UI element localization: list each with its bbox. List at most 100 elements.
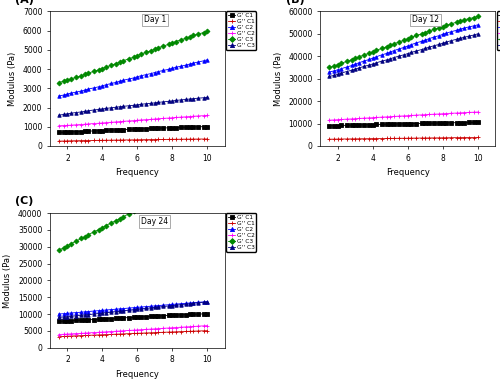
Line: G'' C1: G'' C1 (57, 329, 209, 338)
G'' C1 (356, 136, 362, 141)
G' C1 (131, 127, 137, 131)
G'' C1 (471, 135, 477, 140)
G' C3 (344, 59, 349, 64)
G' C3 (404, 37, 410, 41)
G' C3 (100, 66, 105, 71)
G' C1 (204, 124, 210, 129)
G' C3 (82, 72, 88, 77)
G'' C2 (332, 118, 338, 122)
G'' C2 (190, 114, 196, 118)
G' C3 (474, 14, 480, 19)
G' C3 (78, 73, 84, 78)
G'' C2 (160, 116, 166, 121)
G'' C3 (396, 54, 402, 58)
G' C3 (169, 40, 175, 45)
G' C3 (349, 57, 355, 62)
G'' C1 (96, 333, 102, 337)
G' C3 (68, 77, 74, 81)
G'' C3 (352, 67, 358, 71)
G'' C3 (64, 112, 70, 116)
G' C3 (196, 32, 202, 36)
G' C2 (443, 31, 449, 36)
G'' C2 (196, 324, 202, 329)
G' C2 (204, 299, 210, 304)
G'' C2 (73, 123, 79, 127)
G'' C3 (169, 99, 175, 103)
G' C1 (378, 122, 384, 127)
G' C2 (335, 68, 341, 72)
G' C3 (64, 243, 70, 248)
G'' C2 (108, 120, 114, 125)
G'' C3 (100, 107, 105, 111)
G'' C2 (86, 121, 91, 126)
G' C3 (454, 20, 460, 24)
G'' C3 (152, 305, 158, 310)
G'' C3 (148, 101, 154, 105)
G'' C1 (61, 139, 67, 143)
G'' C2 (384, 115, 390, 119)
G' C2 (391, 49, 397, 53)
G'' C1 (90, 138, 96, 143)
Line: G' C1: G' C1 (57, 125, 209, 134)
G' C2 (186, 301, 192, 305)
G' C2 (86, 87, 91, 91)
G'' C1 (90, 333, 96, 337)
G' C3 (200, 30, 206, 35)
G'' C2 (160, 326, 166, 330)
G' C2 (169, 302, 175, 307)
G'' C2 (78, 331, 84, 336)
G'' C1 (68, 334, 74, 338)
G'' C2 (402, 113, 407, 118)
G' C3 (86, 232, 91, 237)
G'' C2 (114, 120, 119, 124)
G'' C3 (86, 312, 91, 317)
G' C1 (68, 319, 74, 323)
G'' C3 (131, 103, 137, 108)
G'' C2 (103, 120, 109, 125)
G' C3 (378, 46, 384, 51)
G'' C1 (169, 330, 175, 334)
G'' C3 (448, 38, 454, 43)
G' C1 (402, 121, 407, 126)
G'' C2 (134, 118, 140, 123)
G' C3 (126, 57, 132, 61)
G' C2 (138, 305, 143, 309)
G' C1 (90, 317, 96, 322)
G'' C2 (183, 325, 189, 329)
G' C3 (160, 194, 166, 199)
G' C2 (56, 94, 62, 98)
G' C2 (402, 45, 407, 50)
G'' C3 (404, 51, 410, 56)
G'' C3 (96, 107, 102, 112)
G' C2 (183, 301, 189, 306)
G' C1 (169, 313, 175, 317)
G'' C3 (190, 96, 196, 101)
G'' C3 (120, 104, 126, 108)
G' C1 (366, 122, 372, 127)
G'' C2 (172, 115, 178, 120)
G' C2 (370, 56, 376, 60)
G'' C3 (56, 315, 62, 320)
G'' C1 (200, 137, 206, 141)
G'' C3 (200, 96, 206, 100)
G' C2 (160, 68, 166, 73)
G'' C2 (103, 330, 109, 334)
G' C2 (166, 67, 172, 71)
G' C2 (155, 303, 161, 308)
Line: G'' C1: G'' C1 (328, 136, 480, 141)
G' C3 (73, 239, 79, 243)
Line: G'' C3: G'' C3 (57, 300, 209, 319)
G' C3 (431, 27, 437, 32)
G'' C3 (471, 33, 477, 37)
G' C1 (471, 120, 477, 125)
G'' C1 (474, 135, 480, 140)
G' C1 (108, 316, 114, 321)
G'' C3 (155, 100, 161, 105)
G'' C1 (160, 137, 166, 142)
G' C3 (396, 40, 402, 44)
G'' C3 (68, 314, 74, 319)
G'' C2 (370, 115, 376, 120)
G' C3 (332, 64, 338, 68)
G'' C3 (186, 97, 192, 101)
G' C1 (138, 126, 143, 131)
